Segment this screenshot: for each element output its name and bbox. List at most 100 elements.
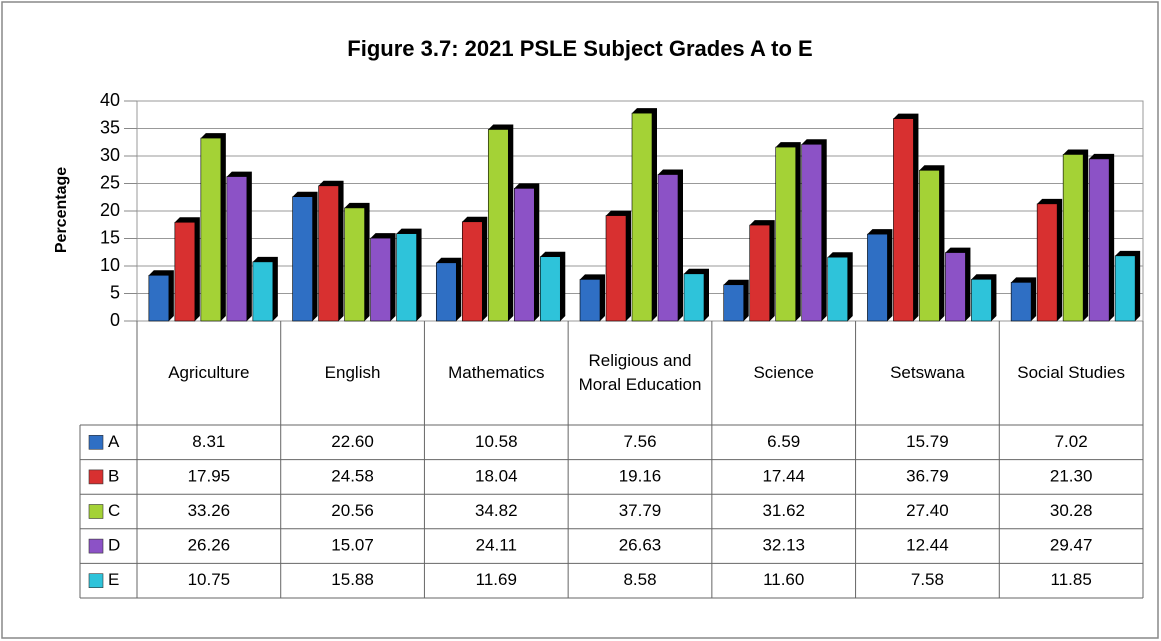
bar [1114, 255, 1136, 322]
bar [723, 284, 745, 322]
bar [945, 252, 966, 322]
legend-label: A [108, 432, 120, 451]
value-label: 7.02 [1055, 432, 1088, 451]
x-tick-label: Setswana [890, 363, 965, 382]
bar [893, 118, 914, 322]
bar [605, 215, 627, 322]
value-label: 31.62 [762, 501, 805, 520]
legend-key [88, 573, 104, 589]
y-tick-label: 25 [100, 172, 120, 192]
value-label: 7.56 [623, 432, 656, 451]
x-tick-label: English [324, 363, 381, 382]
value-label: 15.88 [331, 570, 374, 589]
value-label: 18.04 [475, 466, 518, 485]
x-tick-label: Science [753, 363, 814, 382]
bar [775, 146, 797, 322]
legend-label: C [108, 501, 120, 520]
y-tick-label: 20 [100, 200, 120, 220]
value-label: 8.31 [192, 432, 225, 451]
value-label: 17.95 [188, 466, 231, 485]
bar [318, 185, 339, 322]
y-tick-label: 10 [100, 255, 120, 275]
bar [1062, 154, 1084, 322]
bar [148, 274, 170, 322]
value-label: 32.13 [762, 536, 805, 555]
value-label: 12.44 [906, 536, 949, 555]
bar [396, 233, 417, 322]
value-label: 33.26 [188, 501, 231, 520]
bar [1010, 282, 1032, 322]
bar [487, 129, 509, 322]
bar [867, 233, 888, 322]
value-label: 6.59 [767, 432, 800, 451]
value-label: 24.58 [331, 466, 374, 485]
value-label: 11.69 [476, 570, 517, 589]
bar [200, 137, 222, 322]
legend-label: E [108, 570, 119, 589]
bar [971, 279, 992, 322]
bar [344, 207, 365, 322]
value-label: 22.60 [331, 432, 374, 451]
value-label: 29.47 [1050, 536, 1093, 555]
bar [226, 176, 248, 322]
value-label: 21.30 [1050, 466, 1093, 485]
bar [1088, 158, 1110, 322]
legend-key [88, 434, 104, 450]
category-cell: Religious and Moral Education [579, 351, 702, 394]
legend-label: D [108, 536, 120, 555]
y-axis-label: Percentage [53, 167, 70, 253]
bar [370, 237, 391, 322]
value-label: 24.11 [476, 536, 517, 555]
bar [1036, 203, 1058, 322]
bar [513, 188, 535, 322]
value-label: 37.79 [619, 501, 662, 520]
bar [252, 261, 274, 322]
y-tick-label: 35 [100, 117, 120, 137]
value-label: 19.16 [619, 466, 662, 485]
y-tick-label: 40 [100, 90, 120, 110]
category-cell: Science [753, 363, 814, 382]
bar [539, 256, 561, 322]
value-label: 8.58 [623, 570, 656, 589]
bar [827, 256, 849, 322]
value-label: 26.26 [188, 536, 231, 555]
legend-label: B [108, 466, 119, 485]
bar [435, 262, 457, 322]
value-label: 17.44 [762, 466, 805, 485]
legend-key [88, 538, 104, 554]
x-tick-label: Agriculture [168, 363, 250, 382]
category-cell: English [324, 363, 381, 382]
bar [749, 224, 771, 322]
category-cell: Setswana [890, 363, 965, 382]
legend-key [88, 504, 104, 519]
bar [683, 273, 705, 322]
value-label: 15.07 [331, 536, 374, 555]
bar [174, 221, 196, 322]
y-tick-label: 5 [110, 282, 120, 302]
bar [579, 279, 601, 322]
bar [631, 112, 653, 322]
value-label: 36.79 [906, 466, 949, 485]
value-label: 11.85 [1051, 570, 1092, 589]
category-cell: Agriculture [168, 363, 250, 382]
bar [461, 221, 483, 322]
category-cell: Mathematics [448, 363, 545, 382]
value-label: 15.79 [906, 432, 949, 451]
value-label: 20.56 [331, 501, 374, 520]
x-tick-label: Social Studies [1017, 363, 1125, 382]
y-tick-label: 0 [110, 310, 120, 330]
value-label: 10.75 [188, 570, 231, 589]
value-label: 34.82 [475, 501, 518, 520]
legend-key [88, 469, 104, 485]
bar [801, 143, 823, 322]
value-label: 7.58 [911, 570, 944, 589]
bar [657, 174, 679, 322]
value-label: 30.28 [1050, 501, 1093, 520]
value-label: 27.40 [906, 501, 949, 520]
value-label: 10.58 [475, 432, 518, 451]
chart-title: Figure 3.7: 2021 PSLE Subject Grades A t… [347, 36, 812, 61]
value-label: 26.63 [619, 536, 662, 555]
x-tick-label: Mathematics [448, 363, 545, 382]
y-tick-label: 30 [100, 145, 120, 165]
